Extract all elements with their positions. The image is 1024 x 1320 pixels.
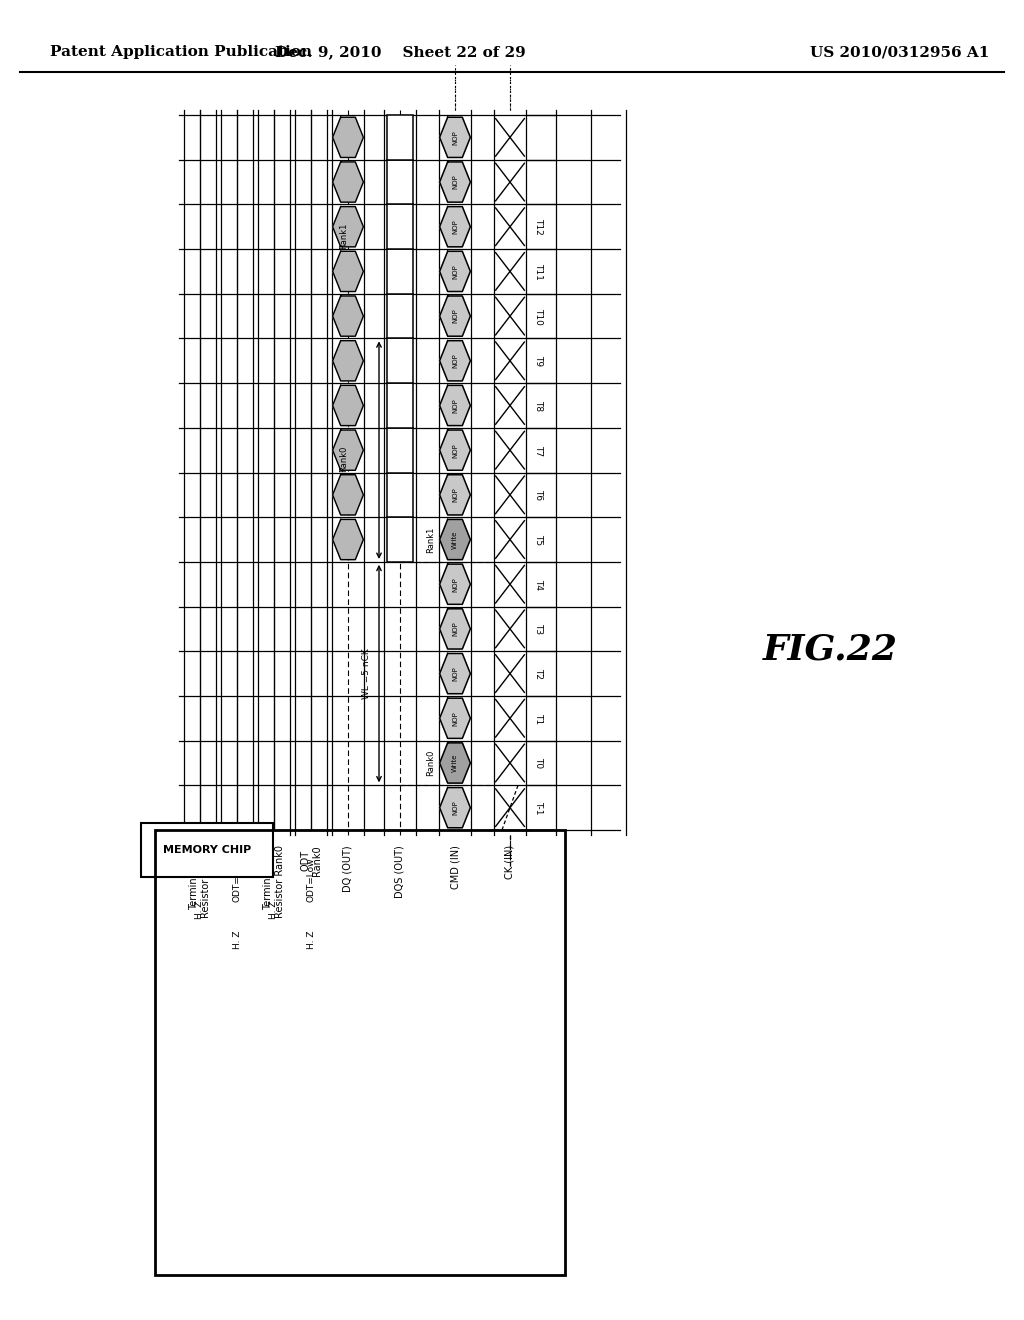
Text: T-1: T-1 <box>534 801 543 814</box>
Polygon shape <box>333 162 364 202</box>
Bar <box>387 517 413 562</box>
Polygon shape <box>333 207 364 247</box>
Polygon shape <box>439 564 470 605</box>
Text: NOP: NOP <box>452 309 458 323</box>
Text: ODT
Rank1: ODT Rank1 <box>226 845 248 875</box>
Text: WL =5 nCK: WL =5 nCK <box>362 648 371 700</box>
Text: NOP: NOP <box>452 219 458 234</box>
Polygon shape <box>439 743 470 783</box>
Polygon shape <box>333 520 364 560</box>
Text: Write: Write <box>452 754 458 772</box>
Polygon shape <box>439 117 470 157</box>
Polygon shape <box>333 296 364 337</box>
Text: NOP: NOP <box>452 174 458 189</box>
Text: NOP: NOP <box>452 442 458 458</box>
Polygon shape <box>439 430 470 470</box>
Text: T12: T12 <box>534 218 543 235</box>
Polygon shape <box>333 475 364 515</box>
Text: DQ (OUT): DQ (OUT) <box>343 845 353 891</box>
Text: NOP: NOP <box>452 622 458 636</box>
Text: Terminating
Resistor Rank0: Terminating Resistor Rank0 <box>263 845 285 917</box>
Text: T5: T5 <box>534 535 543 545</box>
Text: NOP: NOP <box>452 667 458 681</box>
Text: T8: T8 <box>534 400 543 411</box>
Polygon shape <box>439 162 470 202</box>
Text: H. Z: H. Z <box>306 931 315 949</box>
Text: H. Z: H. Z <box>232 931 242 949</box>
Text: T6: T6 <box>534 490 543 500</box>
Polygon shape <box>439 788 470 828</box>
Text: T4: T4 <box>534 578 543 590</box>
Polygon shape <box>439 653 470 694</box>
Text: T3: T3 <box>534 623 543 635</box>
Text: CMD (IN): CMD (IN) <box>450 845 460 888</box>
Polygon shape <box>439 341 470 381</box>
Bar <box>387 115 413 160</box>
Bar <box>155 830 565 1275</box>
Text: H. Z: H. Z <box>196 900 205 919</box>
Bar <box>387 294 413 338</box>
Text: T0: T0 <box>534 758 543 768</box>
Text: NOP: NOP <box>452 800 458 814</box>
Text: ODT=Low: ODT=Low <box>232 858 242 903</box>
Polygon shape <box>439 520 470 560</box>
Polygon shape <box>439 296 470 337</box>
Text: CK (IN): CK (IN) <box>505 845 515 879</box>
Text: NOP: NOP <box>452 711 458 726</box>
Bar <box>387 383 413 428</box>
Text: US 2010/0312956 A1: US 2010/0312956 A1 <box>810 45 989 59</box>
Text: T9: T9 <box>534 355 543 367</box>
Text: NOP: NOP <box>452 264 458 279</box>
Polygon shape <box>333 430 364 470</box>
Polygon shape <box>333 117 364 157</box>
Text: ODT
Rank0: ODT Rank0 <box>300 845 322 875</box>
Bar <box>387 160 413 205</box>
Bar <box>387 338 413 383</box>
Text: NOP: NOP <box>452 399 458 413</box>
Text: MEMORY CHIP: MEMORY CHIP <box>163 845 251 855</box>
Bar <box>387 249 413 294</box>
Bar <box>387 205 413 249</box>
Polygon shape <box>439 609 470 649</box>
Text: NOP: NOP <box>452 354 458 368</box>
Text: Rank1: Rank1 <box>339 223 348 249</box>
Polygon shape <box>439 475 470 515</box>
Bar <box>387 428 413 473</box>
Text: T10: T10 <box>534 308 543 325</box>
Text: T2: T2 <box>534 668 543 678</box>
Polygon shape <box>439 207 470 247</box>
Polygon shape <box>439 385 470 425</box>
Text: Terminating
Resistor Rank1: Terminating Resistor Rank1 <box>189 845 211 917</box>
Text: Write: Write <box>452 531 458 549</box>
Text: FIG.22: FIG.22 <box>763 634 897 667</box>
Text: Dec. 9, 2010    Sheet 22 of 29: Dec. 9, 2010 Sheet 22 of 29 <box>274 45 525 59</box>
Text: Rank1: Rank1 <box>426 527 435 553</box>
Text: DQS (OUT): DQS (OUT) <box>395 845 406 898</box>
Text: Patent Application Publication: Patent Application Publication <box>50 45 312 59</box>
Polygon shape <box>333 385 364 425</box>
Text: Rank0: Rank0 <box>339 446 348 473</box>
Polygon shape <box>439 251 470 292</box>
Text: H. Z: H. Z <box>269 900 279 919</box>
Text: ODT=Low: ODT=Low <box>306 858 315 903</box>
Polygon shape <box>333 341 364 381</box>
Text: NOP: NOP <box>452 487 458 502</box>
Text: NOP: NOP <box>452 129 458 145</box>
Text: T1: T1 <box>534 713 543 723</box>
Bar <box>387 473 413 517</box>
Polygon shape <box>333 251 364 292</box>
Polygon shape <box>439 698 470 738</box>
Text: Rank0: Rank0 <box>426 750 435 776</box>
Text: T11: T11 <box>534 263 543 280</box>
Text: T7: T7 <box>534 445 543 455</box>
Text: NOP: NOP <box>452 577 458 591</box>
